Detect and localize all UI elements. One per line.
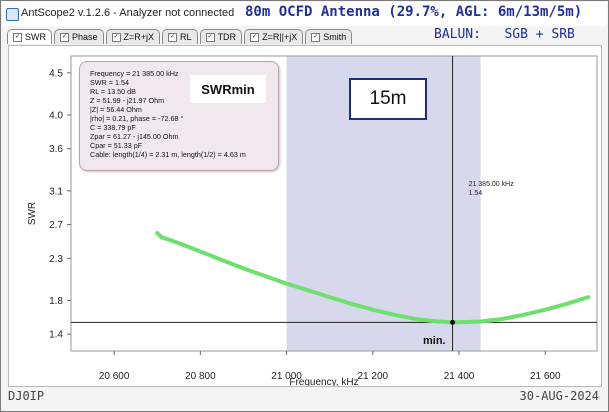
swr-series-line xyxy=(155,231,591,325)
info-line: Cable: length(1/4) = 2.31 m, length(1/2)… xyxy=(90,150,246,159)
y-tick-label: 1.4 xyxy=(49,330,63,341)
tab-z-r-jx[interactable]: ✓ Z=R+jX xyxy=(105,29,161,44)
tab-tdr[interactable]: ✓ TDR xyxy=(199,29,243,44)
balun-label: BALUN: SGB + SRB xyxy=(434,27,575,42)
info-line: RL = 13.50 dB xyxy=(90,87,136,96)
tab-label: SWR xyxy=(25,32,46,42)
info-line: Frequency = 21 385.00 kHz xyxy=(90,69,179,78)
antenna-title: 80m OCFD Antenna (29.7%, AGL: 6m/13m/5m) xyxy=(245,4,583,20)
y-tick-label: 3.6 xyxy=(49,144,63,155)
y-tick-label: 2.3 xyxy=(49,254,63,265)
y-tick-label: 4.5 xyxy=(49,68,63,79)
tab-label: Z=R||+jX xyxy=(262,32,298,42)
x-tick-label: 21 600 xyxy=(530,371,561,382)
marker-frequency-label: 21 385.00 kHz xyxy=(469,181,515,188)
band-label: 15m xyxy=(349,78,427,120)
tab-label: Phase xyxy=(72,32,98,42)
y-tick-label: 2.7 xyxy=(49,220,63,231)
window-title: AntScope2 v.1.2.6 - Analyzer not connect… xyxy=(21,7,235,19)
info-line: Zpar = 61.27 - j145.00 Ohm xyxy=(90,132,179,141)
chart-tabs: ✓ SWR ✓ Phase ✓ Z=R+jX ✓ RL ✓ TDR ✓ Z=R||+jX ✓ Smith xyxy=(7,29,354,45)
date-label: 30-AUG-2024 xyxy=(519,389,599,403)
x-tick-label: 21 200 xyxy=(358,371,389,382)
tab-checkbox-icon[interactable]: ✓ xyxy=(250,32,260,42)
tab-smith[interactable]: ✓ Smith xyxy=(305,29,353,44)
marker-swr-label: 1.54 xyxy=(469,190,483,197)
tab-label: Z=R+jX xyxy=(123,32,155,42)
min-label: min. xyxy=(423,335,446,347)
y-tick-label: 1.8 xyxy=(49,296,63,307)
tab-phase[interactable]: ✓ Phase xyxy=(54,29,104,44)
info-line: Cpar = 51.33 pF xyxy=(90,141,143,150)
title-bar: AntScope2 v.1.2.6 - Analyzer not connect… xyxy=(2,2,607,26)
info-line: C = 338.79 pF xyxy=(90,123,136,132)
x-tick-label: 20 600 xyxy=(99,371,130,382)
tab-label: RL xyxy=(180,32,192,42)
tab-label: Smith xyxy=(323,32,347,42)
tab-label: TDR xyxy=(217,32,237,42)
tab-swr[interactable]: ✓ SWR xyxy=(7,29,52,44)
tab-checkbox-icon[interactable]: ✓ xyxy=(13,32,22,42)
info-line: SWR = 1.54 xyxy=(90,78,129,87)
info-lines: Frequency = 21 385.00 kHz SWR = 1.54 RL = … xyxy=(90,69,246,159)
tab-checkbox-icon[interactable]: ✓ xyxy=(205,32,215,42)
tab-checkbox-icon[interactable]: ✓ xyxy=(111,32,121,42)
info-line: Z = 51.99 - j21.97 Ohm xyxy=(90,96,165,105)
tab-checkbox-icon[interactable]: ✓ xyxy=(60,32,69,42)
tab-checkbox-icon[interactable]: ✓ xyxy=(168,32,178,42)
app-icon xyxy=(6,8,19,21)
y-axis-label: SWR xyxy=(27,202,38,225)
info-line: |rho| = 0.21, phase = -72.68 ° xyxy=(90,114,184,123)
marker-point xyxy=(450,319,456,325)
x-tick-label: 21 400 xyxy=(444,371,475,382)
plot-area xyxy=(70,55,598,352)
info-line: |Z| = 56.44 Ohm xyxy=(90,105,142,114)
y-tick-label: 4.0 xyxy=(49,111,63,122)
author-label: DJ0IP xyxy=(8,389,45,403)
tab-z-r-jx[interactable]: ✓ Z=R||+jX xyxy=(244,29,304,44)
swrmin-label: SWRmin xyxy=(190,75,266,103)
tab-checkbox-icon[interactable]: ✓ xyxy=(311,32,321,42)
x-tick-label: 20 800 xyxy=(185,371,216,382)
x-axis-label: Frequency, kHz xyxy=(289,377,358,386)
tab-rl[interactable]: ✓ RL xyxy=(162,29,198,44)
y-tick-label: 3.1 xyxy=(49,186,63,197)
x-tick-label: 21 000 xyxy=(271,371,302,382)
